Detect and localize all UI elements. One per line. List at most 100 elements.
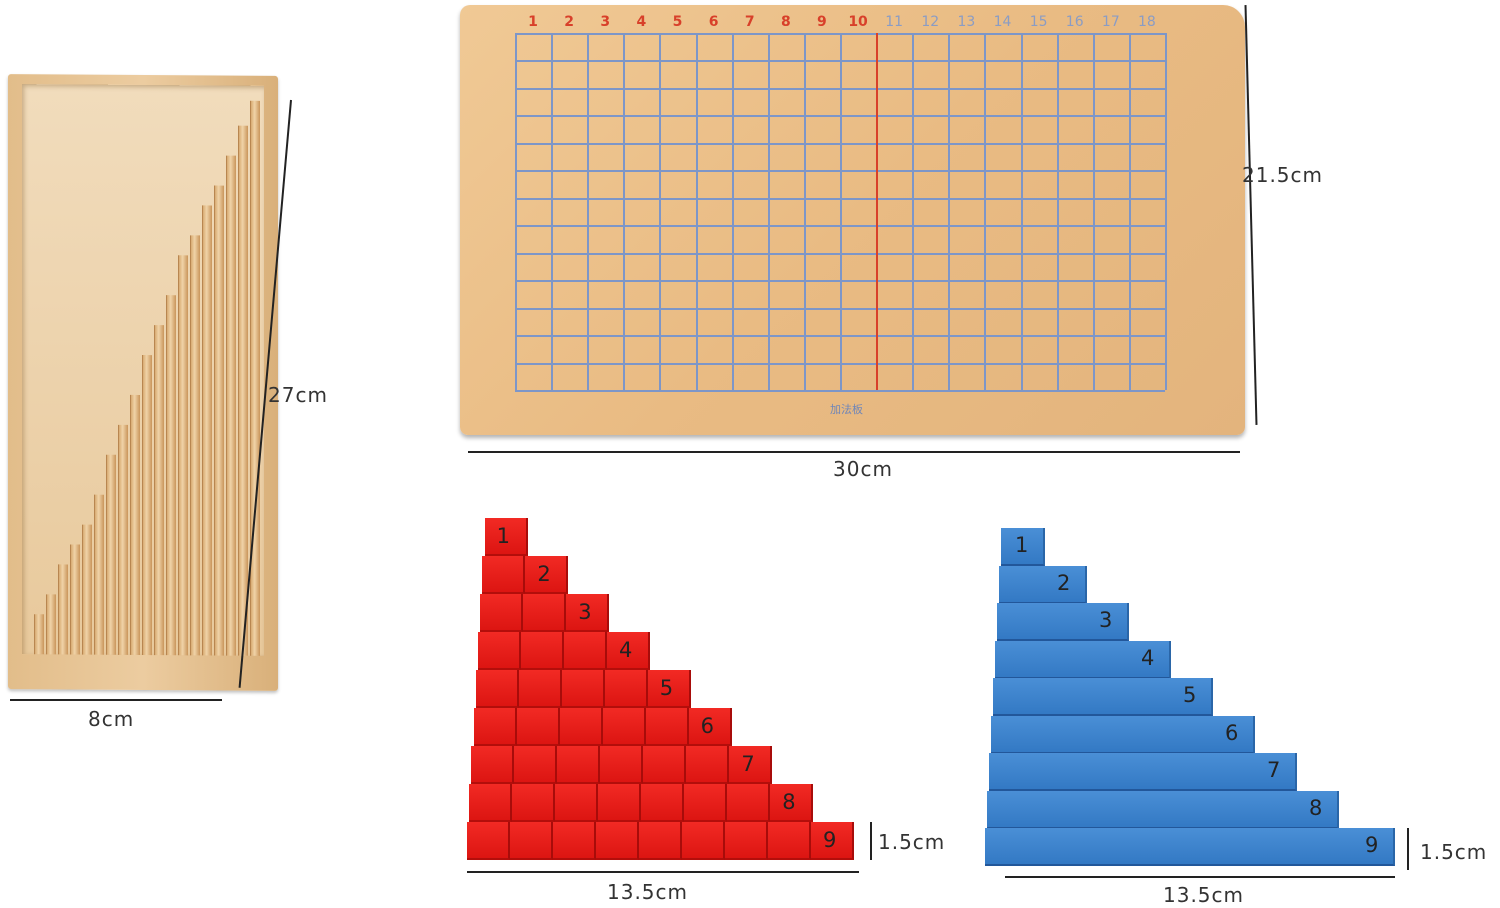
red-block <box>561 670 605 708</box>
red-block <box>521 632 564 670</box>
red-strip-number: 2 <box>537 562 551 586</box>
column-number: 8 <box>780 14 791 30</box>
grid-line-vertical <box>840 33 842 390</box>
red-length-arrow <box>467 871 859 873</box>
grid-line-vertical <box>695 33 698 390</box>
red-block <box>510 822 553 860</box>
wooden-rod <box>202 205 212 656</box>
red-block <box>598 784 642 822</box>
blue-strip <box>989 753 1297 791</box>
red-block <box>600 746 644 784</box>
column-number: 10 <box>848 14 868 30</box>
red-strip-number: 3 <box>578 600 592 624</box>
column-number: 13 <box>957 14 976 30</box>
grid-line-horizontal <box>515 390 1165 392</box>
red-strip-number: 9 <box>823 828 837 852</box>
addition-board: 1 2 3 4 5 6 7 8 9 10 11 12 13 14 15 16 17 18 加法板 <box>460 5 1245 435</box>
blue-strip <box>993 678 1213 716</box>
wooden-rod <box>82 524 92 655</box>
blue-strip <box>985 828 1395 866</box>
grid-line-horizontal <box>515 280 1165 283</box>
grid-line-vertical <box>948 33 951 390</box>
grid-line-horizontal <box>515 335 1165 338</box>
red-block <box>473 708 517 746</box>
red-strip-number: 4 <box>619 638 633 662</box>
red-block <box>516 708 560 746</box>
blue-strip-number: 3 <box>1099 608 1113 632</box>
wooden-rod <box>46 594 56 655</box>
board-width-arrow <box>468 451 1240 453</box>
column-number: 17 <box>1101 14 1120 30</box>
column-number: 5 <box>672 14 683 30</box>
box-width-label: 8cm <box>88 707 135 731</box>
column-number: 1 <box>528 14 538 30</box>
red-block <box>641 784 685 822</box>
column-number: 14 <box>993 14 1012 30</box>
red-block <box>559 708 603 746</box>
box-height-label: 27cm <box>268 383 328 407</box>
column-number: 4 <box>636 14 647 30</box>
red-block <box>555 784 599 822</box>
red-block <box>596 822 639 860</box>
red-block <box>484 518 528 556</box>
red-block <box>514 746 558 784</box>
blue-length-label: 13.5cm <box>1163 883 1245 907</box>
blue-height-label: 1.5cm <box>1420 840 1488 864</box>
grid-line-vertical <box>731 33 734 390</box>
wooden-rod <box>70 544 80 655</box>
wooden-rod <box>118 424 128 655</box>
red-block <box>770 784 814 822</box>
red-height-label: 1.5cm <box>878 830 946 854</box>
red-block <box>553 822 596 860</box>
red-strip-number: 6 <box>700 714 714 738</box>
red-strip-number: 1 <box>496 524 510 548</box>
column-number: 16 <box>1065 14 1084 30</box>
wooden-rod <box>214 185 224 656</box>
column-number: 7 <box>744 14 755 30</box>
red-block <box>647 670 691 708</box>
board-title: 加法板 <box>830 403 863 416</box>
blue-strip-number: 4 <box>1141 645 1155 670</box>
wooden-rod <box>130 394 140 655</box>
blue-length-arrow <box>1005 876 1395 878</box>
red-block <box>557 746 601 784</box>
red-block <box>566 594 610 632</box>
red-block <box>564 632 607 670</box>
wooden-storage-box <box>8 74 278 691</box>
blue-strip-number: 7 <box>1267 758 1281 782</box>
grid-line-vertical <box>1056 33 1059 390</box>
red-strip-number: 5 <box>659 676 674 700</box>
red-block <box>512 784 556 822</box>
red-block <box>523 594 567 632</box>
grid-line-vertical <box>803 33 806 390</box>
blue-strip <box>991 715 1255 754</box>
red-block <box>643 746 687 784</box>
red-block <box>688 708 732 746</box>
wooden-rod <box>226 155 236 656</box>
grid-line-horizontal <box>515 362 1165 365</box>
grid-line-horizontal <box>515 225 1165 228</box>
blue-strip <box>999 565 1087 604</box>
red-block <box>475 670 519 708</box>
blue-strip <box>1001 528 1045 566</box>
grid-line-vertical <box>767 33 770 390</box>
wooden-rod <box>190 235 200 656</box>
grid-line-vertical <box>1165 33 1167 390</box>
blue-strip <box>997 603 1129 641</box>
grid-line-horizontal <box>515 170 1165 173</box>
wooden-rod <box>250 100 260 656</box>
red-block <box>639 822 682 860</box>
wooden-rod <box>106 454 116 655</box>
grid-line-vertical <box>659 33 662 390</box>
blue-strip-number: 1 <box>1015 533 1029 557</box>
red-block <box>482 556 526 594</box>
wooden-rod <box>34 614 44 655</box>
wooden-rod <box>142 354 152 656</box>
column-number: 6 <box>708 14 719 30</box>
blue-height-arrow <box>1407 828 1409 870</box>
grid-line-vertical <box>623 33 626 390</box>
red-block <box>645 708 689 746</box>
grid-line-horizontal <box>515 87 1165 90</box>
column-number: 2 <box>564 14 575 30</box>
grid-line-horizontal <box>515 252 1165 255</box>
